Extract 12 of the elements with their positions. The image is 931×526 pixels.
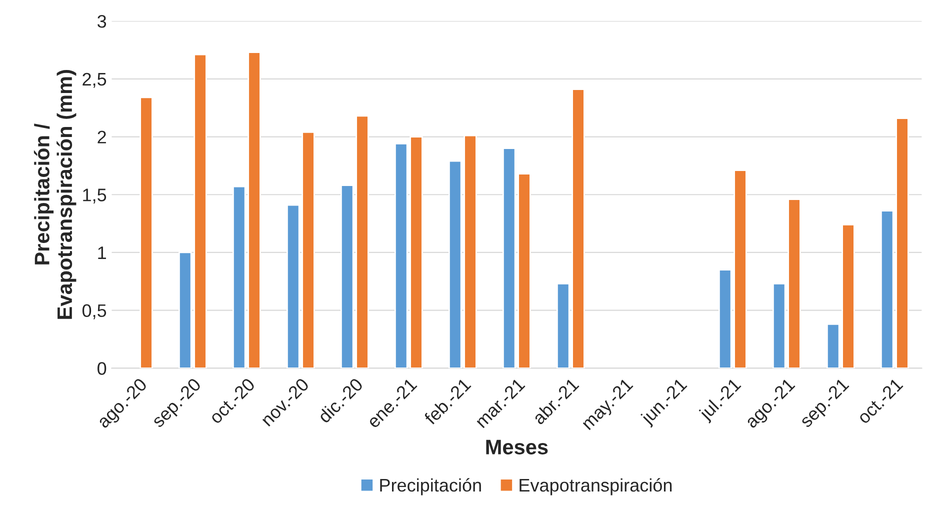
legend-label: Evapotranspiración <box>520 478 672 496</box>
y-axis-title: Precipitación / Evapotranspiración (mm) <box>34 70 76 319</box>
y-tick-label: 2,5 <box>82 72 106 88</box>
y-tick-label: 0,5 <box>82 304 106 320</box>
y-tick-label: 3 <box>98 14 106 28</box>
legend-label: Precipitación <box>380 478 481 496</box>
y-tick-label: 2 <box>98 130 106 144</box>
y-tick-label: 1 <box>98 246 106 260</box>
y-tick-label: 0 <box>98 362 106 375</box>
y-tick-label: 1,5 <box>83 188 106 204</box>
x-axis-title: Meses <box>486 440 548 454</box>
bar <box>140 96 153 368</box>
